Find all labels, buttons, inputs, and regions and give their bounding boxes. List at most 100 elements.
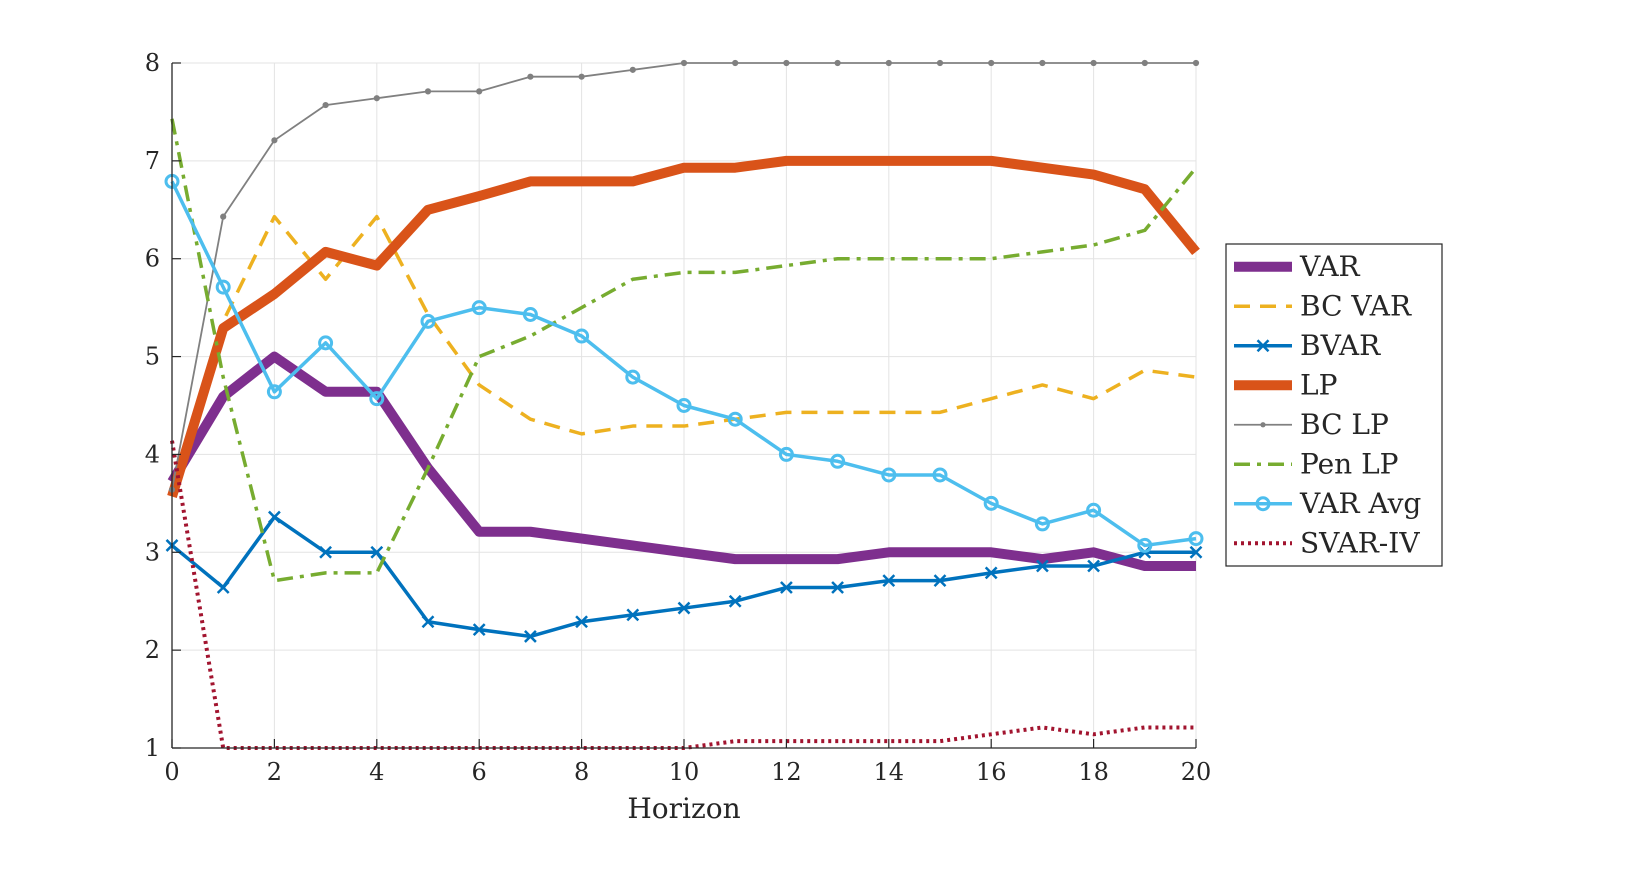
series-layer [164,59,1204,750]
data-point [830,453,846,469]
data-point [369,391,385,407]
x-axis-title: Horizon [627,792,740,825]
series-var [167,351,1196,571]
data-point [983,495,999,511]
data-point [1034,516,1050,532]
data-point [881,467,897,483]
x-tick-label: 20 [1181,758,1212,786]
x-tick-label: 8 [574,758,589,786]
data-point [1137,537,1153,553]
legend-label: Pen LP [1300,447,1399,480]
x-tick-label: 6 [472,758,487,786]
data-point [575,615,588,629]
legend-item: BC VAR [1234,289,1412,322]
legend-marker [1256,339,1270,353]
legend-label: VAR [1299,250,1361,283]
x-tick-label: 10 [669,758,700,786]
legend-item: SVAR-IV [1234,526,1420,559]
data-point [984,566,998,580]
data-point [1087,559,1100,573]
data-point [318,335,334,351]
data-point [522,306,538,322]
legend-label: SVAR-IV [1300,526,1420,559]
data-point [834,59,841,67]
data-point [1039,59,1046,67]
x-tick-label: 2 [267,758,282,786]
legend-marker [1255,496,1271,512]
data-point [215,279,231,295]
data-point [271,137,278,144]
data-point [988,59,995,67]
x-tick-label: 16 [976,758,1007,786]
data-point [778,446,794,462]
data-point [1189,545,1203,559]
data-point [268,510,281,524]
data-point [420,313,436,329]
data-point [421,615,435,629]
data-point [322,101,329,109]
data-point [831,581,844,594]
legend-label: BVAR [1300,329,1381,362]
data-point [780,581,793,594]
y-tick-label: 4 [145,440,160,468]
data-point [1141,59,1148,67]
y-tick-label: 7 [145,147,160,175]
x-tick-label: 0 [164,758,179,786]
data-point [885,59,892,67]
data-point [370,545,384,559]
data-point [626,608,640,622]
x-tick-label: 18 [1078,758,1109,786]
legend-label: LP [1300,368,1337,401]
data-point [936,59,944,67]
series-line [170,180,1197,548]
y-tick-label: 6 [145,245,160,273]
legend-item: LP [1234,368,1337,401]
series-var-avg [164,173,1204,553]
data-point [471,300,487,316]
data-point [1188,531,1204,547]
data-point [625,369,641,385]
data-point [1192,59,1200,67]
data-point [783,59,790,67]
data-point [373,95,380,102]
data-point [732,59,739,67]
x-tick-label: 4 [369,758,384,786]
legend-label: VAR Avg [1299,487,1421,520]
series-bc-lp [168,59,1200,493]
data-point [728,594,742,608]
series-lp [167,155,1200,498]
data-point [933,574,947,588]
legend-item: BC LP [1234,408,1389,441]
series-line [167,155,1200,498]
legend-item: VAR Avg [1234,487,1421,520]
data-point [629,66,636,73]
legend-item: Pen LP [1234,447,1399,480]
data-point [216,581,230,594]
data-point [677,601,691,615]
data-point [424,88,432,95]
legend-box [1225,243,1443,567]
x-tick-label: 14 [874,758,905,786]
legend-item: VAR [1234,250,1361,283]
data-point [220,213,227,220]
data-point [1036,559,1049,573]
data-point [932,467,948,483]
data-point [574,328,590,344]
data-point [676,398,692,413]
axes [171,62,1197,749]
data-point [882,574,896,588]
data-point [527,73,534,80]
y-tick-label: 3 [145,538,160,566]
legend-item: BVAR [1234,329,1381,362]
data-point [680,59,688,67]
series-line [167,351,1196,571]
y-tick-label: 5 [145,343,160,371]
data-point [1090,59,1097,67]
data-point [476,88,483,95]
data-point [1086,502,1102,518]
y-tick-label: 8 [145,49,160,77]
data-point [266,384,282,400]
